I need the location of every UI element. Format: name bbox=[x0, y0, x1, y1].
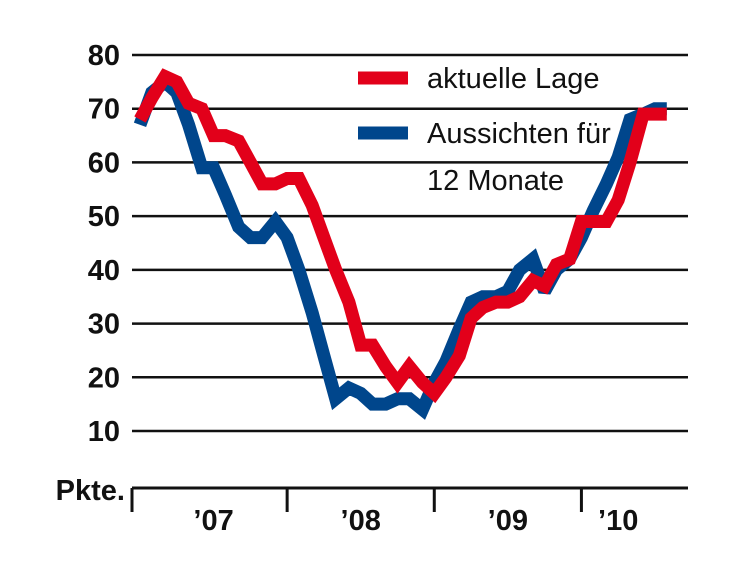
series-lines bbox=[133, 68, 667, 420]
y-tick-label: 30 bbox=[88, 309, 120, 341]
x-tick-label: ’10 bbox=[598, 505, 638, 537]
y-axis-tick-labels: 10 20 30 40 50 60 70 80 bbox=[88, 40, 120, 448]
y-tick-label: 40 bbox=[88, 255, 120, 287]
x-tick-label: ’08 bbox=[341, 505, 381, 537]
x-axis: ’07 ’08 ’09 ’10 bbox=[130, 486, 688, 537]
x-tick-label: ’09 bbox=[488, 505, 528, 537]
legend: aktuelle Lage Aussichten für 12 Monate bbox=[358, 63, 611, 197]
legend-label: aktuelle Lage bbox=[427, 63, 600, 95]
y-tick-label: 80 bbox=[88, 40, 120, 72]
legend-label: Aussichten für bbox=[427, 118, 611, 150]
legend-label: 12 Monate bbox=[427, 165, 564, 197]
y-tick-label: 70 bbox=[88, 94, 120, 126]
y-tick-label: 20 bbox=[88, 362, 120, 394]
series-line-0 bbox=[134, 68, 667, 404]
y-axis-unit-label: Pkte. bbox=[56, 475, 125, 507]
y-tick-label: 60 bbox=[88, 147, 120, 179]
y-tick-label: 50 bbox=[88, 201, 120, 233]
x-tick-label: ’07 bbox=[193, 505, 233, 537]
gridlines bbox=[132, 53, 688, 433]
y-tick-label: 10 bbox=[88, 416, 120, 448]
